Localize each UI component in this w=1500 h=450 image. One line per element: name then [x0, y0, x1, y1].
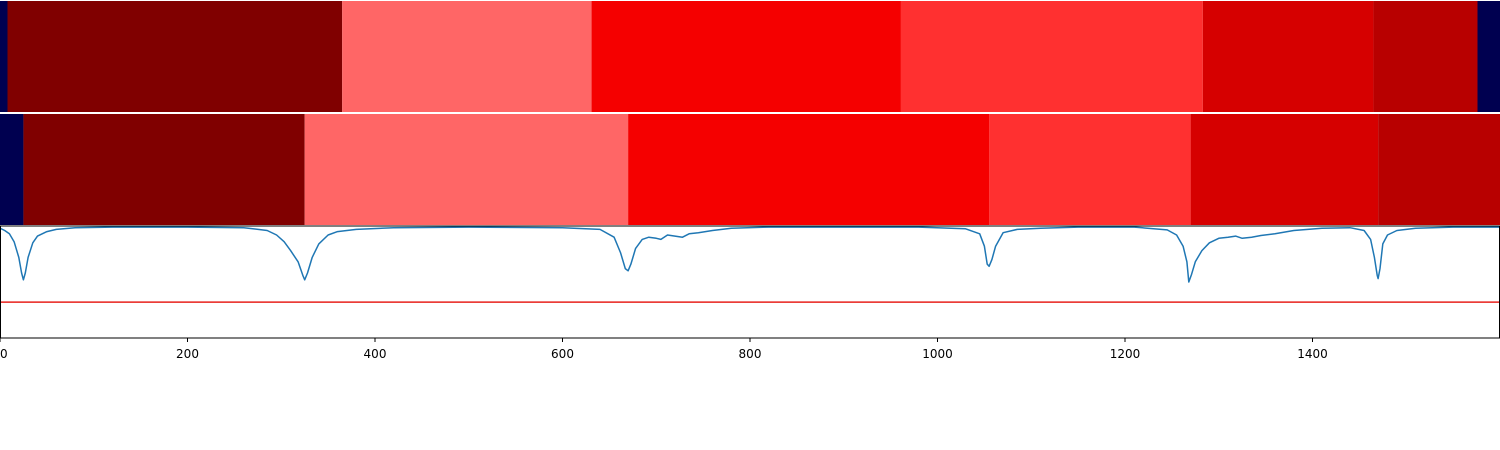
- x-tick-label: 1200: [1110, 347, 1141, 361]
- segment-bar: [1373, 1, 1478, 112]
- x-tick-label: 400: [364, 347, 387, 361]
- segment-bar: [591, 1, 901, 112]
- segment-bar: [1378, 114, 1500, 225]
- segment-row-top: [0, 1, 1500, 112]
- segment-bar: [0, 114, 24, 225]
- plot-frame: [0, 225, 1500, 339]
- segment-bar: [342, 1, 592, 112]
- x-tick-label: 200: [176, 347, 199, 361]
- x-tick-label: 0: [0, 347, 8, 361]
- curve-panel: [0, 225, 1500, 339]
- segment-bar: [900, 1, 1203, 112]
- x-tick-label: 600: [551, 347, 574, 361]
- x-axis: 0 200 400 600 800 1000 1200 1400: [0, 338, 1328, 361]
- x-tick-label: 800: [739, 347, 762, 361]
- segment-row-bottom: [0, 114, 1500, 225]
- signal-curve: [0, 226, 1500, 283]
- x-tick-label: 1000: [922, 347, 953, 361]
- segment-bar: [23, 114, 305, 225]
- segment-bar: [7, 1, 343, 112]
- x-tick-label: 1400: [1297, 347, 1328, 361]
- segment-bar: [989, 114, 1191, 225]
- segment-bar: [1202, 1, 1374, 112]
- segment-bar: [304, 114, 629, 225]
- segment-bar: [628, 114, 990, 225]
- segment-bar: [1190, 114, 1379, 225]
- segment-bar: [0, 1, 8, 112]
- segment-bar: [1477, 1, 1500, 112]
